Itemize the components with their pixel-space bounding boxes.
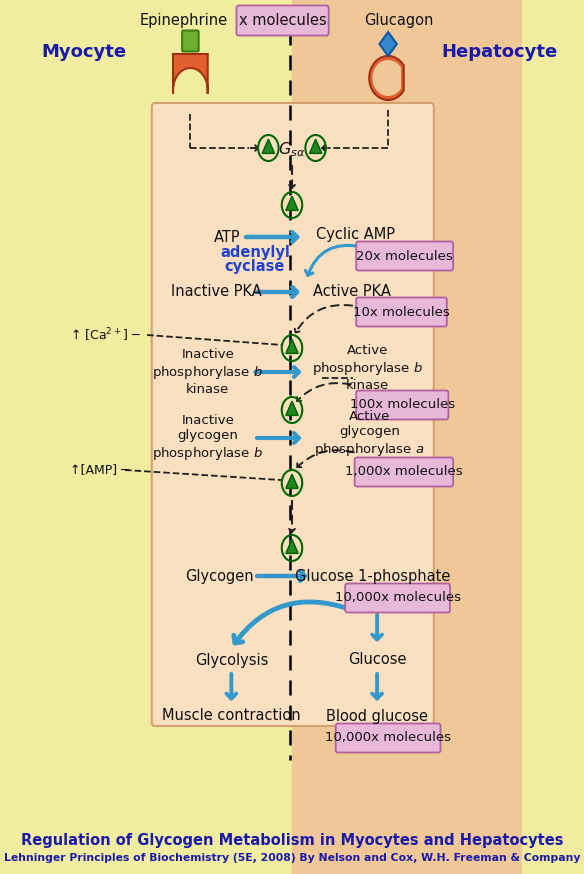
Text: Glucose: Glucose xyxy=(348,653,406,668)
Text: ATP: ATP xyxy=(214,230,241,245)
Text: x molecules: x molecules xyxy=(239,13,326,28)
Text: Glycolysis: Glycolysis xyxy=(194,653,268,668)
Polygon shape xyxy=(173,54,208,94)
Text: 10x molecules: 10x molecules xyxy=(353,306,450,318)
Text: Glucose 1-phosphate: Glucose 1-phosphate xyxy=(296,568,451,584)
FancyBboxPatch shape xyxy=(356,391,449,420)
Polygon shape xyxy=(286,197,298,211)
Polygon shape xyxy=(286,539,298,553)
Text: cyclase: cyclase xyxy=(225,260,285,274)
Text: Blood glucose: Blood glucose xyxy=(326,709,428,724)
Bar xyxy=(62,0,292,874)
Text: Cyclic AMP: Cyclic AMP xyxy=(315,226,395,241)
Text: 10,000x molecules: 10,000x molecules xyxy=(325,732,451,745)
Text: 100x molecules: 100x molecules xyxy=(350,399,455,412)
FancyBboxPatch shape xyxy=(237,5,329,36)
Polygon shape xyxy=(262,139,274,153)
FancyBboxPatch shape xyxy=(354,457,453,487)
FancyBboxPatch shape xyxy=(356,297,447,327)
Text: Hepatocyte: Hepatocyte xyxy=(442,43,558,61)
Text: $G_{s\alpha}$: $G_{s\alpha}$ xyxy=(279,141,305,159)
FancyBboxPatch shape xyxy=(336,724,440,753)
Text: Active PKA: Active PKA xyxy=(313,285,391,300)
Text: Glycogen: Glycogen xyxy=(185,568,254,584)
Text: 20x molecules: 20x molecules xyxy=(356,249,453,262)
Text: Epinephrine: Epinephrine xyxy=(140,12,228,27)
FancyBboxPatch shape xyxy=(152,103,434,726)
Polygon shape xyxy=(286,401,298,415)
Polygon shape xyxy=(373,60,401,96)
Text: Inactive
glycogen
phosphorylase $b$: Inactive glycogen phosphorylase $b$ xyxy=(152,414,263,461)
Polygon shape xyxy=(310,139,322,153)
Text: Glucagon: Glucagon xyxy=(364,12,434,27)
FancyBboxPatch shape xyxy=(356,241,453,270)
Text: 10,000x molecules: 10,000x molecules xyxy=(335,592,461,605)
Text: Regulation of Glycogen Metabolism in Myocytes and Hepatocytes: Regulation of Glycogen Metabolism in Myo… xyxy=(21,833,563,848)
FancyBboxPatch shape xyxy=(182,31,199,52)
Text: Inactive PKA: Inactive PKA xyxy=(171,285,262,300)
Text: ↑ [Ca$^{2+}$] ─: ↑ [Ca$^{2+}$] ─ xyxy=(70,326,141,343)
Polygon shape xyxy=(369,56,404,100)
Bar xyxy=(292,0,522,874)
Text: adenylyl: adenylyl xyxy=(220,246,290,260)
Text: ↑[AMP] ─: ↑[AMP] ─ xyxy=(70,463,128,476)
Polygon shape xyxy=(380,32,397,56)
Text: 1,000x molecules: 1,000x molecules xyxy=(345,466,463,478)
FancyBboxPatch shape xyxy=(345,584,450,613)
Text: Muscle contraction: Muscle contraction xyxy=(162,709,301,724)
Text: Active
phosphorylase $b$
kinase: Active phosphorylase $b$ kinase xyxy=(312,344,423,392)
Text: Lehninger Principles of Biochemistry (5E, 2008) By Nelson and Cox, W.H. Freeman : Lehninger Principles of Biochemistry (5E… xyxy=(4,853,580,863)
Polygon shape xyxy=(286,339,298,353)
Polygon shape xyxy=(286,475,298,489)
Text: Inactive
phosphorylase $b$
kinase: Inactive phosphorylase $b$ kinase xyxy=(152,349,263,396)
Text: Active
glycogen
phosphorylase $a$: Active glycogen phosphorylase $a$ xyxy=(314,410,425,458)
Text: Myocyte: Myocyte xyxy=(41,43,127,61)
